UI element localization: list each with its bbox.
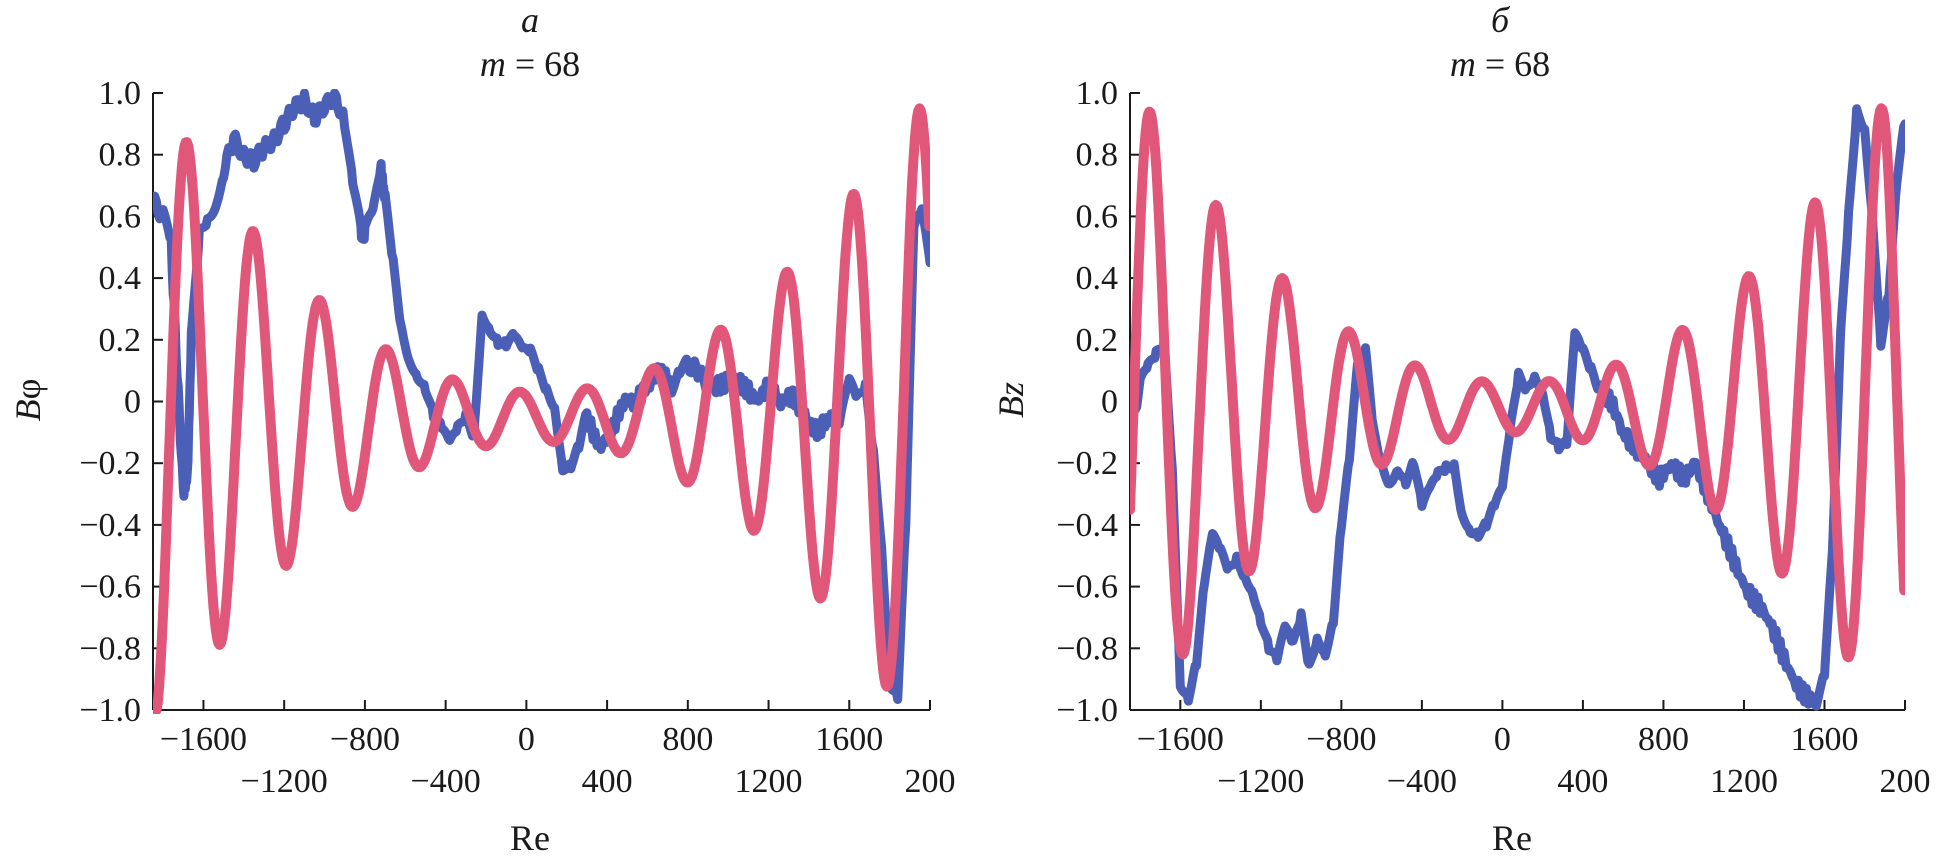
x-tick-label: −1600: [1137, 721, 1224, 758]
y-tick-label: 0.2: [99, 322, 142, 359]
panel-b-title-m: m = 68: [1450, 44, 1550, 84]
panel-a-x-axis-label: Re: [510, 818, 550, 858]
y-tick-label: −0.6: [79, 569, 141, 606]
panel-a: а m = 68 1.0 0.8 0.6 0.4 0.2 0 −0.2 −0.4 −0.6 −0.…: [8, 0, 956, 858]
x-tick-label: 0: [1494, 721, 1511, 758]
panel-a-title-letter: а: [521, 0, 539, 40]
x-tick-label: 1600: [815, 721, 883, 758]
y-tick-label: −0.6: [1056, 569, 1118, 606]
series-pink-line: [153, 103, 930, 714]
y-tick-label: 0.8: [1076, 137, 1119, 174]
x-tick-label: 1200: [1710, 763, 1778, 800]
x-tick-label: 0: [518, 721, 535, 758]
y-tick-label: 0.8: [99, 137, 142, 174]
series-pink-line: [1130, 103, 1905, 663]
x-tick-label: −1200: [1217, 763, 1304, 800]
y-tick-label: 0: [1101, 384, 1118, 421]
y-tick-label: 0.6: [99, 198, 142, 235]
panel-b-y-axis-label: Bz: [991, 382, 1031, 418]
y-tick-label: −0.2: [1056, 445, 1118, 482]
y-tick-label: 0: [124, 384, 141, 421]
panel-b: б m = 68 1.0 0.8 0.6 0.4 0.2 0 −0.2 −0.4 −0.6 −0.…: [991, 0, 1931, 858]
x-tick-label: −800: [330, 721, 400, 758]
x-tick-label: 200: [905, 763, 956, 800]
x-tick-label: 1600: [1790, 721, 1858, 758]
y-tick-label: 0.2: [1076, 322, 1119, 359]
x-tick-label: 400: [582, 763, 633, 800]
y-tick-label: −0.4: [79, 507, 141, 544]
x-tick-label: 200: [1880, 763, 1931, 800]
y-tick-label: 0.4: [1076, 260, 1119, 297]
y-tick-label: 1.0: [1076, 75, 1119, 112]
y-tick-label: −0.4: [1056, 507, 1118, 544]
x-tick-label: 400: [1557, 763, 1608, 800]
x-tick-label: −400: [1387, 763, 1457, 800]
panel-a-title-m: m = 68: [480, 44, 580, 84]
y-tick-label: 0.6: [1076, 198, 1119, 235]
y-tick-label: 0.4: [99, 260, 142, 297]
series-blue-line: [1130, 104, 1905, 711]
x-tick-label: −800: [1306, 721, 1376, 758]
y-tick-label: −1.0: [79, 692, 141, 729]
panel-a-y-axis-label: Bφ: [8, 379, 48, 422]
x-tick-label: 800: [1638, 721, 1689, 758]
y-tick-label: −0.8: [1056, 630, 1118, 667]
x-tick-label: 800: [662, 721, 713, 758]
panel-a-plot-area: 1.0 0.8 0.6 0.4 0.2 0 −0.2 −0.4 −0.6 −0.8 −1.0 −160…: [79, 75, 955, 800]
panel-b-x-axis-label: Re: [1492, 818, 1532, 858]
panel-b-title-letter: б: [1491, 0, 1511, 40]
y-tick-label: −1.0: [1056, 692, 1118, 729]
x-tick-label: −1200: [241, 763, 328, 800]
y-tick-label: 1.0: [99, 75, 142, 112]
x-tick-label: −1600: [160, 721, 247, 758]
x-tick-label: −400: [411, 763, 481, 800]
panel-b-plot-area: 1.0 0.8 0.6 0.4 0.2 0 −0.2 −0.4 −0.6 −0.8 −1.0 −160…: [1056, 75, 1930, 800]
y-tick-label: −0.8: [79, 630, 141, 667]
y-tick-label: −0.2: [79, 445, 141, 482]
x-tick-label: 1200: [735, 763, 803, 800]
